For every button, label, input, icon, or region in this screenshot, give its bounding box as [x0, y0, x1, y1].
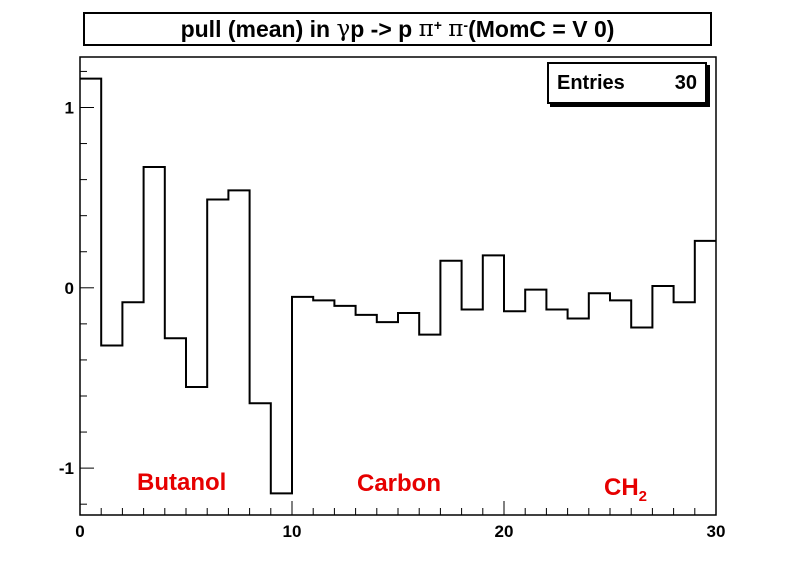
y-axis-ticks [80, 70, 94, 505]
x-axis-ticks [79, 501, 717, 515]
title-suffix: (MomC = V 0) [468, 15, 615, 42]
title-sup-minus: - [463, 17, 469, 33]
y-axis-tick-labels: -1 0 1 [59, 98, 74, 478]
histogram-step-line [80, 77, 716, 495]
x-tick-label: 0 [75, 522, 84, 541]
stats-entries-value: 30 [674, 71, 697, 94]
title-gamma: γ [336, 16, 351, 42]
ch2-subscript: 2 [638, 487, 648, 505]
region-label-ch2: CH2 [604, 474, 647, 505]
stats-box: Entries 30 [547, 62, 707, 104]
region-label-carbon: Carbon [357, 470, 441, 497]
ch2-main: CH [604, 474, 639, 501]
x-tick-label: 20 [495, 522, 514, 541]
x-tick-label: 10 [283, 522, 302, 541]
title-prefix: pull (mean) in [180, 15, 331, 42]
plot-frame [79, 56, 717, 516]
histogram-bins [80, 79, 716, 494]
y-tick-label: 0 [65, 279, 74, 298]
region-label-butanol: Butanol [137, 469, 227, 496]
y-tick-label: -1 [59, 459, 74, 478]
title-mid1: p -> p [350, 15, 413, 42]
title-sup-plus: + [433, 17, 442, 33]
x-axis-tick-labels: 0 10 20 30 [75, 522, 725, 541]
title-pi-minus: π [448, 16, 464, 42]
y-tick-label: 1 [65, 98, 74, 117]
x-tick-label: 30 [707, 522, 726, 541]
stats-entries-label: Entries [557, 71, 625, 94]
chart-title: pull (mean) in γ p -> p π + π- (MomC = V … [83, 12, 712, 46]
title-pi-plus: π [418, 16, 434, 42]
